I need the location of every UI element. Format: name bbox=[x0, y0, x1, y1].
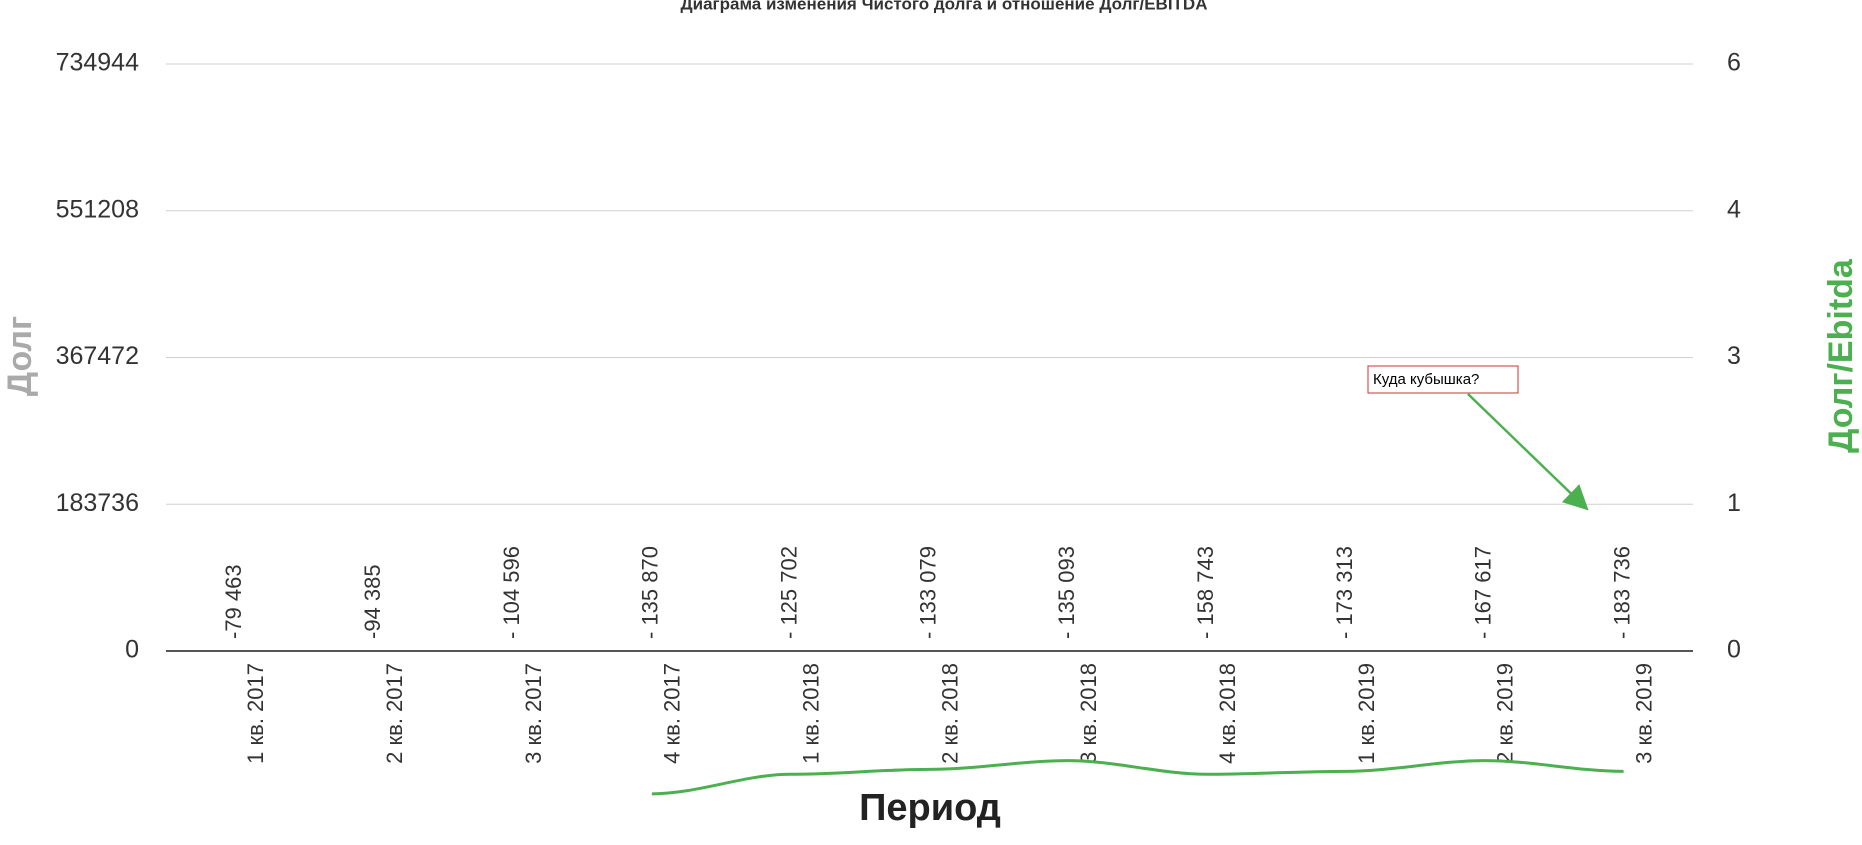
data-label: - 125 702 bbox=[776, 546, 801, 639]
data-label: - 167 617 bbox=[1471, 546, 1496, 639]
x-tick-label: 1 кв. 2018 bbox=[798, 663, 823, 764]
x-tick-label: 2 кв. 2019 bbox=[1493, 663, 1518, 764]
x-axis-title: Период bbox=[859, 787, 1001, 829]
y2-tick-label: 0 bbox=[1727, 636, 1741, 664]
annotation-arrow bbox=[1467, 393, 1589, 511]
data-label: - 135 870 bbox=[638, 546, 663, 639]
x-tick-label: 2 кв. 2018 bbox=[937, 663, 962, 764]
data-label: - 173 313 bbox=[1332, 546, 1357, 639]
x-tick-label: 1 кв. 2019 bbox=[1354, 663, 1379, 764]
annotation-box bbox=[1367, 365, 1519, 394]
x-tick-label: 3 кв. 2017 bbox=[521, 663, 546, 764]
y-tick-label: 183736 bbox=[56, 489, 139, 517]
x-tick-label: 3 кв. 2019 bbox=[1631, 663, 1656, 764]
data-label: - 133 079 bbox=[915, 546, 940, 639]
line bbox=[651, 759, 1624, 796]
y-tick-label: 734944 bbox=[56, 49, 140, 77]
y2-tick-label: 3 bbox=[1727, 342, 1741, 370]
chart-title: Диаграма изменения Чистого долга и отнош… bbox=[681, 0, 1208, 13]
data-label: - 104 596 bbox=[499, 546, 524, 639]
y2-axis-title: Долг/Ebitda bbox=[1822, 258, 1860, 453]
data-label: - 158 743 bbox=[1193, 546, 1218, 639]
y-axis-title: Долг bbox=[1, 316, 39, 396]
plot-area bbox=[194, 651, 1665, 798]
y-tick-label: 367472 bbox=[56, 342, 139, 370]
y-tick-label: 551208 bbox=[56, 195, 139, 223]
annotation-text: Куда кубышка? bbox=[1373, 371, 1479, 388]
data-label: -79 463 bbox=[221, 564, 246, 639]
data-label: -94 385 bbox=[360, 564, 385, 639]
y-tick-label: 0 bbox=[125, 636, 139, 664]
data-label: - 183 736 bbox=[1609, 546, 1634, 639]
x-tick-label: 2 кв. 2017 bbox=[382, 663, 407, 764]
x-tick-label: 1 кв. 2017 bbox=[243, 663, 268, 764]
x-tick-label: 4 кв. 2018 bbox=[1215, 663, 1240, 764]
y2-tick-label: 4 bbox=[1727, 195, 1741, 223]
x-tick-label: 3 кв. 2018 bbox=[1076, 663, 1101, 764]
x-tick-label: 4 кв. 2017 bbox=[660, 663, 685, 764]
y2-tick-label: 1 bbox=[1727, 489, 1741, 517]
data-label: - 135 093 bbox=[1054, 546, 1079, 639]
y2-tick-label: 6 bbox=[1727, 49, 1741, 77]
